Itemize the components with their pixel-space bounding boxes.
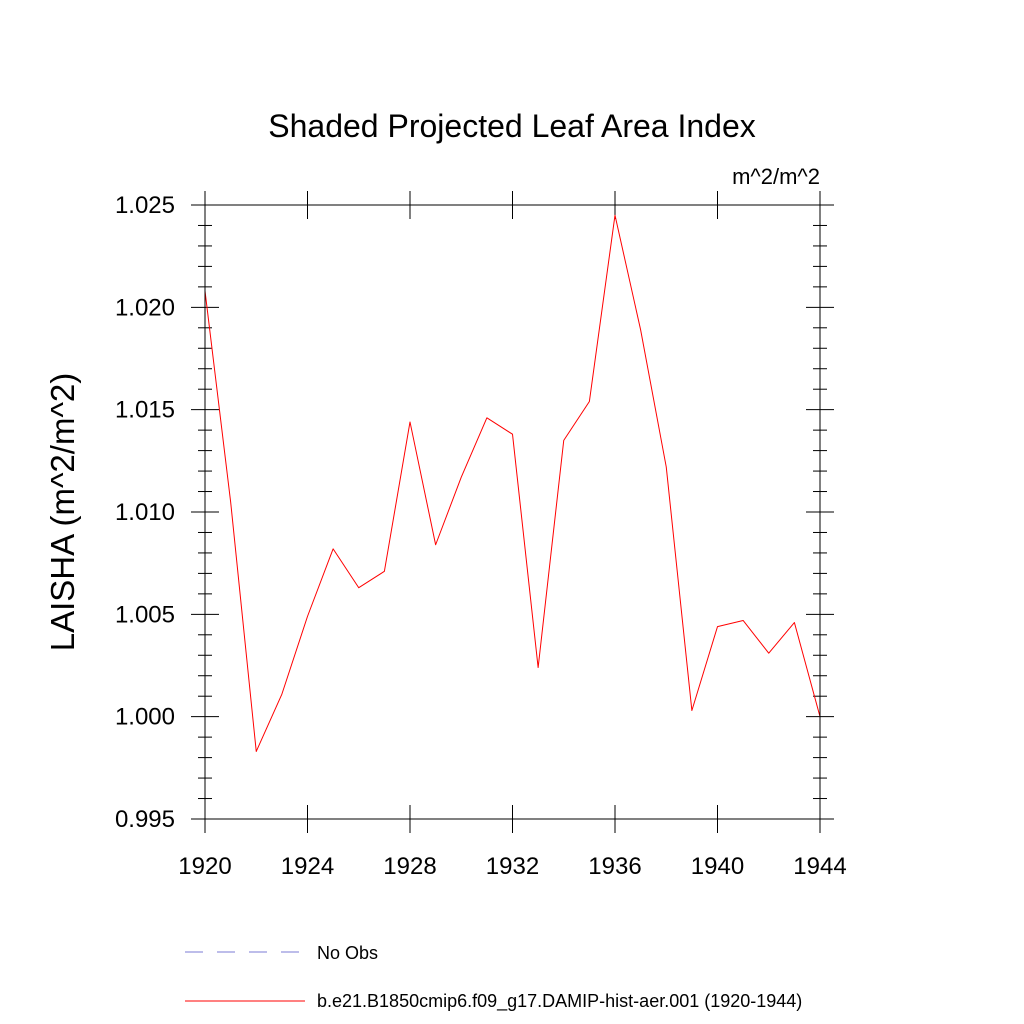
axis-ticks <box>191 191 834 833</box>
x-tick-label: 1944 <box>793 853 846 880</box>
series-line <box>204 214 821 752</box>
units-label: m^2/m^2 <box>732 164 820 189</box>
y-tick-label: 1.010 <box>115 499 175 526</box>
x-tick-labels: 1920 1924 1928 1932 1936 1940 1944 <box>178 853 846 880</box>
x-tick-label: 1924 <box>281 853 334 880</box>
legend: No Obs b.e21.B1850cmip6.f09_g17.DAMIP-hi… <box>185 943 802 1012</box>
plot-frame <box>204 204 821 820</box>
x-tick-label: 1932 <box>486 853 539 880</box>
y-tick-label: 1.005 <box>115 601 175 628</box>
x-tick-label: 1940 <box>691 853 744 880</box>
y-tick-label: 0.995 <box>115 806 175 833</box>
chart-title: Shaded Projected Leaf Area Index <box>268 108 755 144</box>
y-tick-labels: 0.995 1.000 1.005 1.010 1.015 1.020 1.025 <box>115 192 175 833</box>
y-tick-label: 1.025 <box>115 192 175 219</box>
y-tick-label: 1.020 <box>115 294 175 321</box>
legend-label-no-obs: No Obs <box>317 943 378 963</box>
x-tick-label: 1936 <box>588 853 641 880</box>
legend-label-model-run: b.e21.B1850cmip6.f09_g17.DAMIP-hist-aer.… <box>317 991 802 1012</box>
y-tick-label: 1.000 <box>115 704 175 731</box>
series-layer <box>204 214 821 752</box>
x-tick-label: 1920 <box>178 853 231 880</box>
x-tick-label: 1928 <box>383 853 436 880</box>
y-tick-label: 1.015 <box>115 397 175 424</box>
y-axis-label: LAISHA (m^2/m^2) <box>44 373 81 652</box>
